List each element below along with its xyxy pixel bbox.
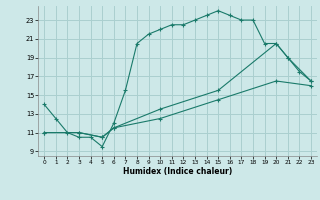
X-axis label: Humidex (Indice chaleur): Humidex (Indice chaleur) (123, 167, 232, 176)
